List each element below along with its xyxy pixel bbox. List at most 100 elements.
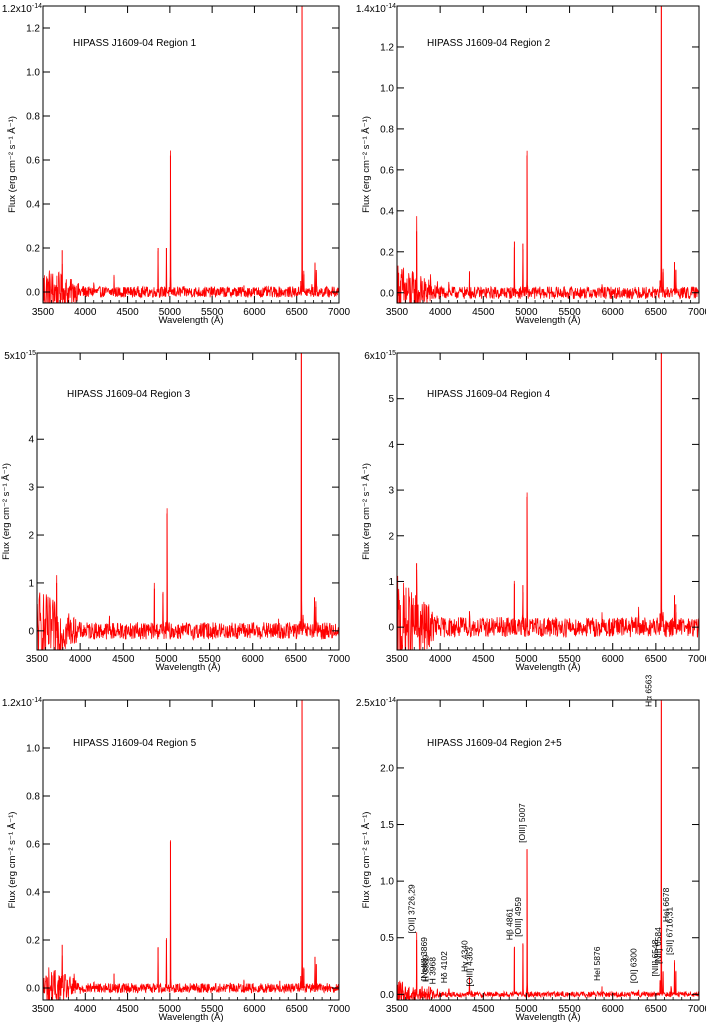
y-tick-label: 1.2 bbox=[26, 24, 40, 35]
spectrum-line bbox=[43, 700, 339, 1000]
line-annotation: [SII] 6716,31 bbox=[664, 907, 674, 955]
x-axis-title: Wavelength (Å) bbox=[158, 315, 223, 326]
line-annotation: HeI 5876 bbox=[592, 946, 602, 981]
x-tick-label: 6000 bbox=[602, 307, 625, 318]
line-annotation: H 3889 bbox=[421, 954, 431, 982]
y-top-tick-label: 1.4x10-14 bbox=[356, 3, 396, 15]
x-tick-label: 7000 bbox=[688, 654, 706, 665]
plot-frame bbox=[396, 699, 700, 1001]
x-tick-label: 4000 bbox=[429, 1004, 452, 1015]
panel-title: HIPASS J1609-04 Region 2 bbox=[427, 38, 551, 49]
y-tick-label: 5 bbox=[388, 394, 394, 405]
x-tick-label: 6500 bbox=[286, 307, 309, 318]
x-tick-label: 4000 bbox=[429, 654, 452, 665]
y-tick-label: 0.8 bbox=[380, 124, 394, 135]
chart-panel-4: 3500 4000 4500 5000 5500 6000 6500 7000 0 1 2 3 4 5 6x… bbox=[361, 350, 706, 673]
line-annotation: Hβ 4861 bbox=[504, 908, 514, 941]
y-tick-label: 0.6 bbox=[26, 840, 40, 851]
y-tick-label: 0.2 bbox=[380, 247, 394, 258]
y-axis-title: Flux (erg cm⁻² s⁻¹ Å⁻¹) bbox=[361, 463, 372, 560]
plot-frame bbox=[36, 352, 340, 651]
x-tick-label: 5500 bbox=[198, 654, 221, 665]
y-tick-label: 0.0 bbox=[26, 984, 40, 995]
spectrum-line bbox=[43, 6, 339, 303]
x-tick-label: 3500 bbox=[26, 654, 49, 665]
x-tick-label: 6000 bbox=[602, 654, 625, 665]
line-annotation: HeI 6678 bbox=[661, 887, 671, 922]
y-tick-label: 2 bbox=[388, 531, 394, 542]
x-tick-label: 7000 bbox=[328, 1004, 351, 1015]
x-tick-label: 5000 bbox=[515, 654, 538, 665]
x-tick-label: 6000 bbox=[243, 1004, 266, 1015]
x-axis-title: Wavelength (Å) bbox=[515, 662, 580, 673]
x-tick-label: 4000 bbox=[429, 307, 452, 318]
x-tick-label: 3500 bbox=[386, 1004, 409, 1015]
y-tick-label: 1.2 bbox=[380, 42, 394, 53]
y-top-tick-label: 2.5x10-14 bbox=[356, 697, 396, 709]
y-tick-label: 0.4 bbox=[380, 206, 394, 217]
chart-panel-5: 3500 4000 4500 5000 5500 6000 6500 7000 0.0 0.2 0.… bbox=[2, 697, 351, 1023]
spectrum-line bbox=[397, 6, 699, 303]
plot-frame bbox=[42, 699, 340, 1001]
y-tick-label: 2.0 bbox=[380, 763, 394, 774]
line-annotation: [OIII] 5007 bbox=[517, 803, 527, 843]
line-annotation: [OIII] 4363 bbox=[465, 947, 475, 987]
x-axis-title: Wavelength (Å) bbox=[515, 315, 580, 326]
panel-title: HIPASS J1609-04 Region 1 bbox=[73, 38, 197, 49]
x-tick-label: 3500 bbox=[32, 1004, 55, 1015]
y-axis-title: Flux (erg cm⁻² s⁻¹ Å⁻¹) bbox=[7, 116, 18, 213]
x-tick-label: 4500 bbox=[472, 654, 495, 665]
x-tick-label: 6000 bbox=[602, 1004, 625, 1015]
x-tick-label: 4500 bbox=[116, 1004, 139, 1015]
x-tick-label: 6500 bbox=[285, 654, 308, 665]
y-tick-label: 1.5 bbox=[380, 820, 394, 831]
y-tick-label: 1.0 bbox=[26, 744, 40, 755]
y-top-tick-label: 1.2x10-14 bbox=[2, 3, 42, 15]
y-tick-label: 0.2 bbox=[26, 936, 40, 947]
y-axis-title: Flux (erg cm⁻² s⁻¹ Å⁻¹) bbox=[7, 812, 18, 909]
y-tick-label: 0.2 bbox=[26, 244, 40, 255]
x-tick-label: 4500 bbox=[116, 307, 139, 318]
x-tick-label: 5500 bbox=[201, 1004, 224, 1015]
plot-frame bbox=[396, 5, 700, 304]
line-annotation: [NII] 6548 bbox=[650, 939, 660, 976]
y-tick-label: 2 bbox=[28, 531, 34, 542]
line-annotation: H 3968 bbox=[427, 957, 437, 985]
x-tick-label: 3500 bbox=[32, 307, 55, 318]
line-annotation: [OI] 6300 bbox=[629, 948, 639, 983]
line-annotation: [NII] 6584 bbox=[653, 927, 663, 964]
x-tick-label: 5500 bbox=[558, 1004, 581, 1015]
line-annotation: [OII] 3726,29 bbox=[407, 884, 417, 933]
y-tick-label: 0.4 bbox=[26, 200, 40, 211]
x-tick-label: 4500 bbox=[112, 654, 135, 665]
x-tick-label: 4500 bbox=[472, 307, 495, 318]
panel-title: HIPASS J1609-04 Region 4 bbox=[427, 389, 551, 400]
x-tick-label: 5000 bbox=[159, 1004, 182, 1015]
line-annotation: Hα 6563 bbox=[643, 674, 653, 707]
y-tick-label: 0.5 bbox=[380, 933, 394, 944]
y-tick-label: 0.8 bbox=[26, 792, 40, 803]
x-tick-label: 7000 bbox=[688, 1004, 706, 1015]
y-top-tick-label: 5x10-15 bbox=[4, 350, 36, 362]
y-axis-title: Flux (erg cm⁻² s⁻¹ Å⁻¹) bbox=[361, 116, 372, 213]
x-tick-label: 3500 bbox=[386, 654, 409, 665]
x-tick-label: 4000 bbox=[69, 654, 92, 665]
line-annotation: Hγ 4340 bbox=[459, 940, 469, 972]
x-tick-label: 3500 bbox=[386, 307, 409, 318]
x-tick-label: 4000 bbox=[74, 1004, 97, 1015]
y-tick-label: 1.0 bbox=[26, 68, 40, 79]
y-tick-label: 0.8 bbox=[26, 112, 40, 123]
x-tick-label: 6000 bbox=[242, 654, 265, 665]
y-tick-label: 0 bbox=[28, 626, 34, 637]
y-tick-label: 3 bbox=[28, 483, 34, 494]
line-annotation: Hδ 4102 bbox=[439, 951, 449, 983]
y-top-tick-label: 1.2x10-14 bbox=[2, 697, 42, 709]
y-tick-label: 0.4 bbox=[26, 888, 40, 899]
x-tick-label: 6500 bbox=[645, 1004, 668, 1015]
x-tick-label: 6000 bbox=[243, 307, 266, 318]
x-axis-title: Wavelength (Å) bbox=[158, 1012, 223, 1023]
y-tick-label: 1.0 bbox=[380, 877, 394, 888]
y-tick-label: 1 bbox=[388, 577, 394, 588]
x-tick-label: 5500 bbox=[558, 654, 581, 665]
